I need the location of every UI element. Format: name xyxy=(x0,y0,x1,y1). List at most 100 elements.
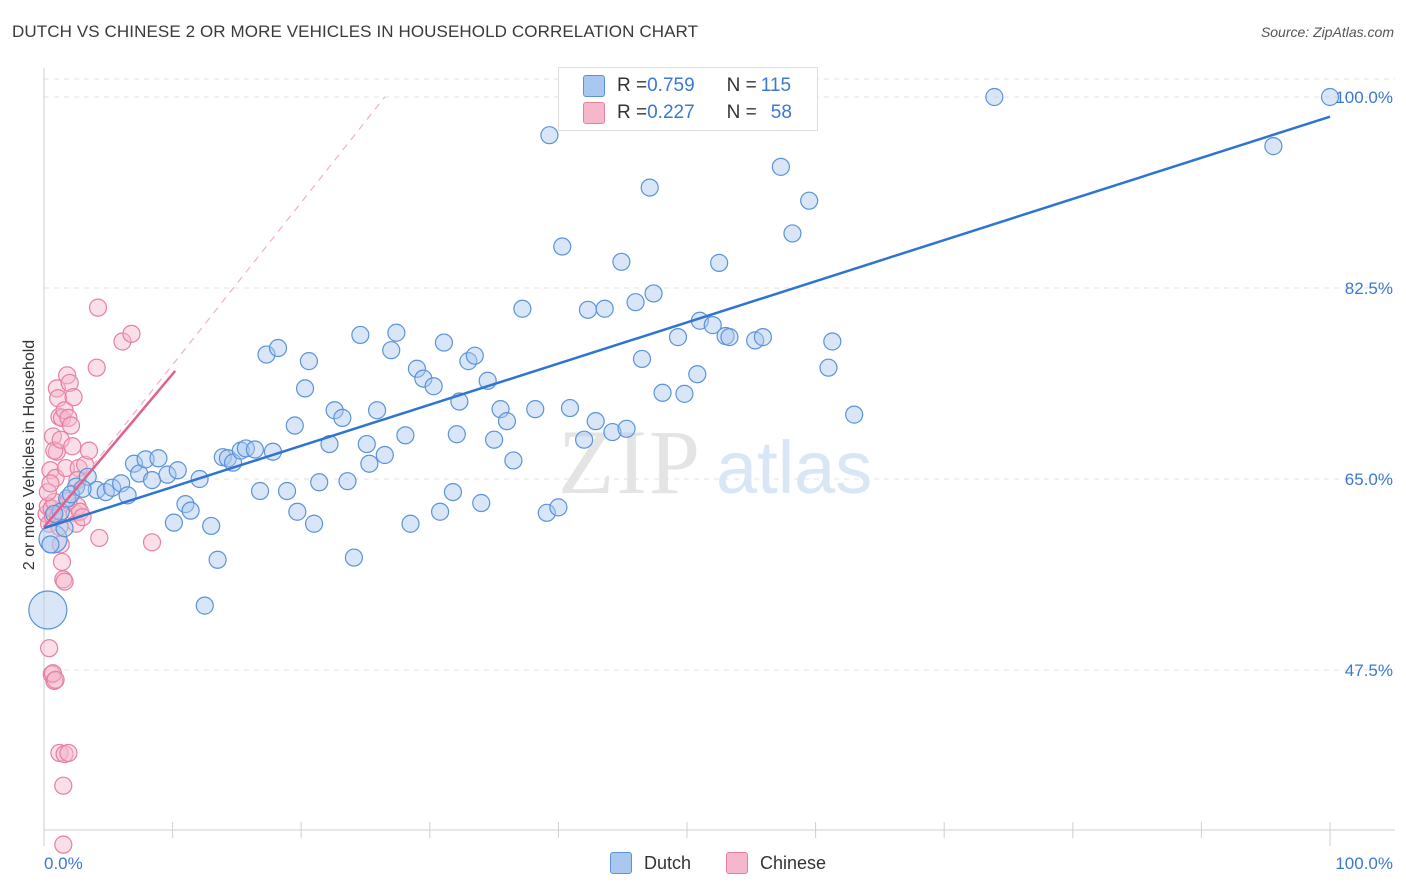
chinese-point xyxy=(61,416,81,435)
chinese-point xyxy=(52,552,72,572)
dutch-point xyxy=(526,400,545,419)
dutch-point xyxy=(351,325,370,345)
dutch-point xyxy=(603,422,622,442)
legend-swatch-dutch xyxy=(583,75,605,97)
dutch-point xyxy=(653,383,672,402)
x-tick-label: 0.0% xyxy=(44,854,83,873)
dutch-point xyxy=(299,352,319,371)
chart-title: DUTCH VS CHINESE 2 OR MORE VEHICLES IN H… xyxy=(12,22,699,41)
dutch-point xyxy=(465,346,484,365)
chinese-point xyxy=(54,835,73,854)
chinese-trend-line xyxy=(43,370,177,528)
dutch-point xyxy=(1320,87,1340,107)
dutch-point xyxy=(823,332,842,351)
chinese-point xyxy=(41,474,60,493)
bottom-legend-chinese: Chinese xyxy=(726,852,826,874)
chinese-point xyxy=(45,671,64,691)
dutch-point xyxy=(277,481,297,501)
dutch-point xyxy=(250,481,270,501)
dutch-point xyxy=(640,178,659,197)
bottom-legend-label-chinese: Chinese xyxy=(760,852,827,873)
chinese-point xyxy=(122,324,141,343)
dutch-point xyxy=(560,398,580,418)
dutch-point xyxy=(595,299,614,318)
chinese-point xyxy=(56,458,75,478)
dutch-point xyxy=(149,449,168,468)
dutch-point xyxy=(414,369,433,388)
dutch-point xyxy=(703,316,722,335)
bottom-legend-swatch-chinese xyxy=(726,852,748,874)
dutch-point xyxy=(375,445,394,465)
dutch-point xyxy=(168,461,187,480)
legend-r-value: 0.227 xyxy=(647,102,695,123)
dutch-point xyxy=(285,416,304,435)
dutch-point xyxy=(513,299,532,318)
grid-lines xyxy=(44,78,1395,671)
dutch-point xyxy=(344,548,364,567)
dutch-point xyxy=(304,514,324,533)
legend-n-label: N = xyxy=(726,75,757,96)
dutch-point xyxy=(985,87,1004,107)
bottom-legend-swatch-dutch xyxy=(610,852,632,874)
dutch-point xyxy=(434,333,454,352)
dutch-point xyxy=(626,293,645,312)
chinese-trend-extension xyxy=(43,96,386,528)
source-label: Source: ZipAtlas.com xyxy=(1260,24,1394,40)
dutch-point xyxy=(367,401,387,420)
legend-n-value: 58 xyxy=(770,102,792,123)
chinese-point xyxy=(59,743,78,763)
dutch-point xyxy=(382,341,401,360)
dutch-point xyxy=(310,473,329,492)
legend-r-label: R = xyxy=(617,75,648,96)
dutch-point xyxy=(497,412,517,431)
dutch-point xyxy=(586,412,605,431)
dutch-point xyxy=(783,224,802,243)
chinese-point xyxy=(90,528,109,548)
chinese-points xyxy=(37,298,162,854)
dutch-point xyxy=(720,328,739,347)
tick-labels: 47.5% 65.0% 82.5% 100.0% 0.0% 100.0% xyxy=(44,88,1393,873)
y-tick-label: 65.0% xyxy=(1345,470,1393,489)
dutch-point xyxy=(675,384,694,403)
dutch-point xyxy=(644,284,663,303)
legend: R = 0.759 N = 115 R = 0.227 N = 58 xyxy=(558,67,818,131)
dutch-point xyxy=(447,425,466,444)
dutch-point xyxy=(338,472,357,491)
trend-lines xyxy=(43,96,1331,530)
dutch-point xyxy=(401,514,420,533)
chinese-point xyxy=(46,670,65,689)
chinese-point xyxy=(142,533,162,552)
dutch-point xyxy=(164,513,183,532)
chinese-point xyxy=(63,437,82,456)
dutch-point xyxy=(710,253,729,272)
legend-r-label: R = xyxy=(617,102,648,123)
chinese-point xyxy=(64,388,83,407)
dutch-point xyxy=(396,426,415,445)
chinese-point xyxy=(55,572,74,591)
legend-row-chinese: R = 0.227 N = 58 xyxy=(583,101,792,125)
dutch-point xyxy=(617,419,636,438)
dutch-point xyxy=(771,157,790,176)
dutch-point xyxy=(443,482,463,502)
dutch-point xyxy=(257,345,276,364)
dutch-point xyxy=(208,550,227,569)
bottom-legend-label-dutch: Dutch xyxy=(644,852,692,873)
bottom-legend: Dutch Chinese xyxy=(0,852,1406,878)
legend-n-value: 115 xyxy=(760,75,792,96)
dutch-point xyxy=(753,328,772,347)
dutch-point xyxy=(245,440,265,459)
dutch-point xyxy=(845,405,864,424)
watermark: ZIP atlas xyxy=(558,411,872,513)
chinese-point xyxy=(60,373,79,393)
dutch-point xyxy=(268,338,288,358)
legend-swatch-chinese xyxy=(583,102,605,124)
dutch-point xyxy=(575,430,594,449)
dutch-point xyxy=(485,430,504,449)
dutch-point xyxy=(819,358,838,377)
dutch-point xyxy=(668,328,688,347)
x-tick-label: 100.0% xyxy=(1335,854,1393,873)
bottom-legend-dutch: Dutch xyxy=(610,852,691,874)
dutch-point xyxy=(537,503,556,522)
dutch-point xyxy=(195,596,214,615)
